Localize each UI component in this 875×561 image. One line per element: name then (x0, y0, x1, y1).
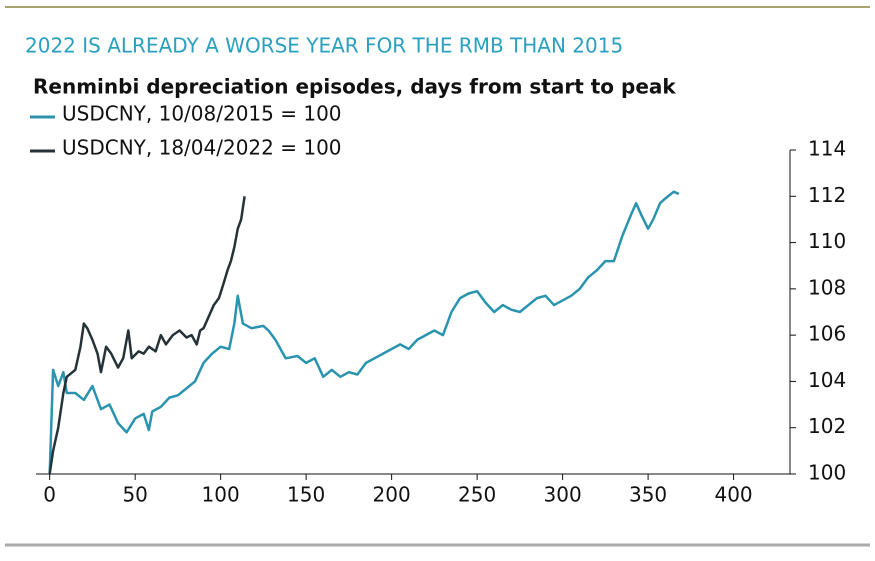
legend-label: USDCNY, 18/04/2022 = 100 (62, 136, 342, 160)
y-tick-label: 110 (808, 229, 846, 253)
y-tick-label: 114 (808, 137, 846, 161)
x-tick-label: 150 (287, 483, 325, 507)
x-tick-label: 0 (43, 483, 56, 507)
chart-subtitle: Renminbi depreciation episodes, days fro… (33, 75, 676, 99)
x-tick-label: 350 (629, 483, 667, 507)
x-tick-label: 400 (714, 483, 752, 507)
x-tick-label: 200 (373, 483, 411, 507)
chart-title: 2022 IS ALREADY A WORSE YEAR FOR THE RMB… (25, 34, 623, 58)
y-tick-label: 106 (808, 322, 846, 346)
legend-label: USDCNY, 10/08/2015 = 100 (62, 102, 342, 126)
y-tick-label: 102 (808, 414, 846, 438)
y-tick-label: 104 (808, 368, 846, 392)
y-tick-label: 100 (808, 461, 846, 485)
series-line (48, 196, 246, 475)
x-tick-label: 250 (458, 483, 496, 507)
x-tick-label: 50 (122, 483, 147, 507)
y-tick-label: 108 (808, 275, 846, 299)
x-tick-label: 300 (544, 483, 582, 507)
x-tick-label: 100 (202, 483, 240, 507)
series-line (48, 190, 680, 475)
y-tick-label: 112 (808, 183, 846, 207)
